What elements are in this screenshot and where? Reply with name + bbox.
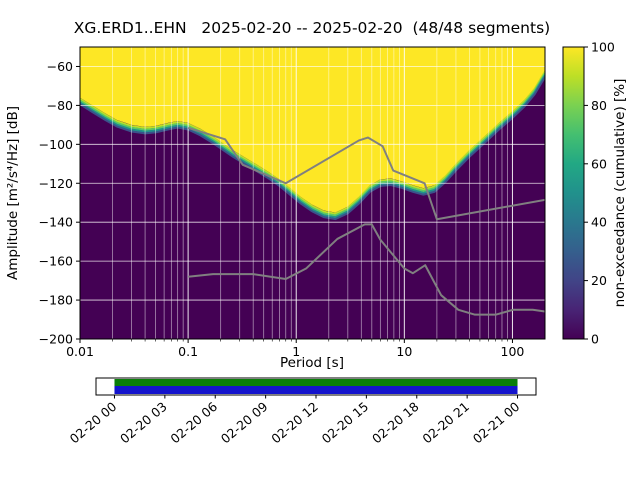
x-axis-label: Period [s]: [280, 355, 344, 371]
colorbar-tick-label: 80: [591, 98, 607, 113]
low-noise-model-line: [188, 223, 545, 316]
colorbar-tick-label: 100: [591, 40, 615, 55]
x-tick-label: 100: [501, 344, 525, 359]
y-tick-label: −140: [39, 215, 73, 230]
x-tick-label: 0.01: [66, 344, 94, 359]
x-tick-label: 1: [292, 344, 300, 359]
coverage-bar-blue: [114, 386, 518, 394]
x-tick-label: 10: [396, 344, 412, 359]
non-exceedance-region: [80, 47, 545, 213]
ppsd-heatmap: [80, 47, 545, 339]
colorbar-tick-label: 0: [591, 332, 599, 347]
timeline-tick-label: 02-21 00: [470, 399, 523, 447]
y-tick-label: −120: [39, 176, 73, 191]
colorbar-label: non-exceedance (cumulative) [%]: [612, 79, 628, 308]
timeline-tick-label: 02-20 21: [419, 399, 472, 447]
y-tick-label: −100: [39, 137, 73, 152]
colorbar: 0 20 40 60 80 100: [562, 40, 615, 347]
y-tick-label: −160: [39, 254, 73, 269]
timeline-tick-label: 02-20 18: [369, 399, 422, 447]
grid-lines: [79, 47, 545, 340]
noise-model-lines: [187, 126, 545, 316]
plot-axes: 0.01 0.1 1 10 100 −200 −180 −160 −140 −120 −100 −80…: [39, 46, 546, 359]
colorbar-tick-label: 20: [591, 273, 607, 288]
timeline-tick-label: 02-20 09: [218, 399, 271, 447]
timeline-tick-label: 02-20 00: [67, 399, 120, 447]
timeline-tick-label: 02-20 06: [167, 399, 220, 447]
x-tick-label: 0.1: [178, 344, 198, 359]
y-tick-label: −180: [39, 293, 73, 308]
timeline-tick-label: 02-20 15: [319, 399, 372, 447]
chart-title: XG.ERD1..EHN 2025-02-20 -- 2025-02-20 (4…: [74, 19, 550, 37]
y-axis-label: Amplitude [m²/s⁴/Hz] [dB]: [5, 106, 21, 280]
colorbar-gradient: [563, 47, 584, 339]
coverage-bar-green: [114, 379, 518, 386]
colorbar-tick-label: 40: [591, 215, 607, 230]
colorbar-tick-label: 60: [591, 156, 607, 171]
y-tick-label: −80: [47, 98, 73, 113]
y-tick-label: −200: [39, 332, 73, 347]
high-noise-model-line: [187, 126, 545, 221]
y-tick-label: −60: [47, 59, 73, 74]
timeline-tick-label: 02-20 03: [117, 399, 170, 447]
timeline-tick-label: 02-20 12: [268, 399, 321, 447]
